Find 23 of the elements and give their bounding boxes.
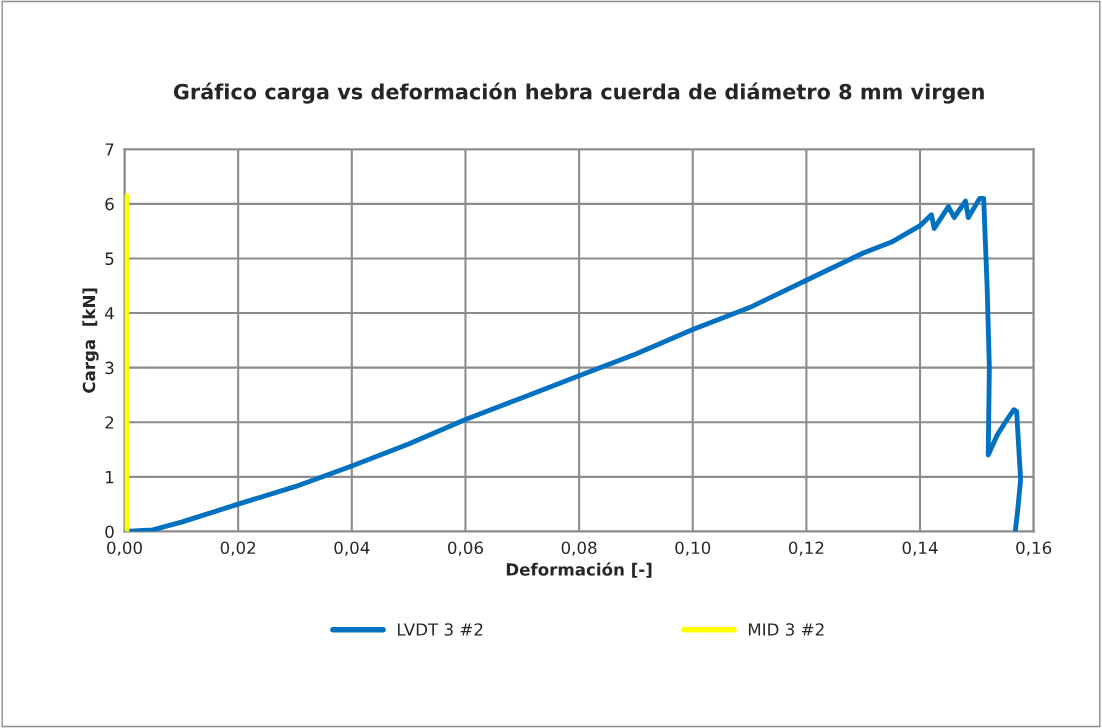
y-axis-title: Carga [kN] <box>82 288 99 393</box>
x-tick-label: 0,12 <box>788 541 824 556</box>
line-series <box>124 193 130 532</box>
x-tick-label: 0,14 <box>902 541 938 556</box>
x-tick-label: 0,10 <box>675 541 711 556</box>
legend-label: MID 3 #2 <box>748 623 824 636</box>
legend-label: LVDT 3 #2 <box>397 623 483 636</box>
chart-title: Gráfico carga vs deformación hebra cuerda de diámetro 8 mm virgen <box>173 82 984 104</box>
y-tick-label: 1 <box>106 471 114 484</box>
x-tick-label: 0,02 <box>220 541 256 556</box>
y-tick-label: 0 <box>105 525 114 539</box>
x-tick-label: 0,08 <box>561 541 597 556</box>
x-tick-label: 0,16 <box>1016 541 1052 556</box>
y-tick-label: 5 <box>105 252 114 266</box>
x-tick-label: 0,06 <box>448 541 483 556</box>
x-tick-label: 0,00 <box>107 541 142 556</box>
x-tick-label: 0,04 <box>334 541 370 556</box>
y-tick-label: 2 <box>105 416 114 429</box>
y-tick-label: 7 <box>105 143 114 156</box>
y-tick-label: 3 <box>105 361 114 375</box>
x-axis-title: Deformación [-] <box>506 562 652 578</box>
y-tick-label: 6 <box>105 197 114 211</box>
y-tick-label: 4 <box>105 307 114 320</box>
